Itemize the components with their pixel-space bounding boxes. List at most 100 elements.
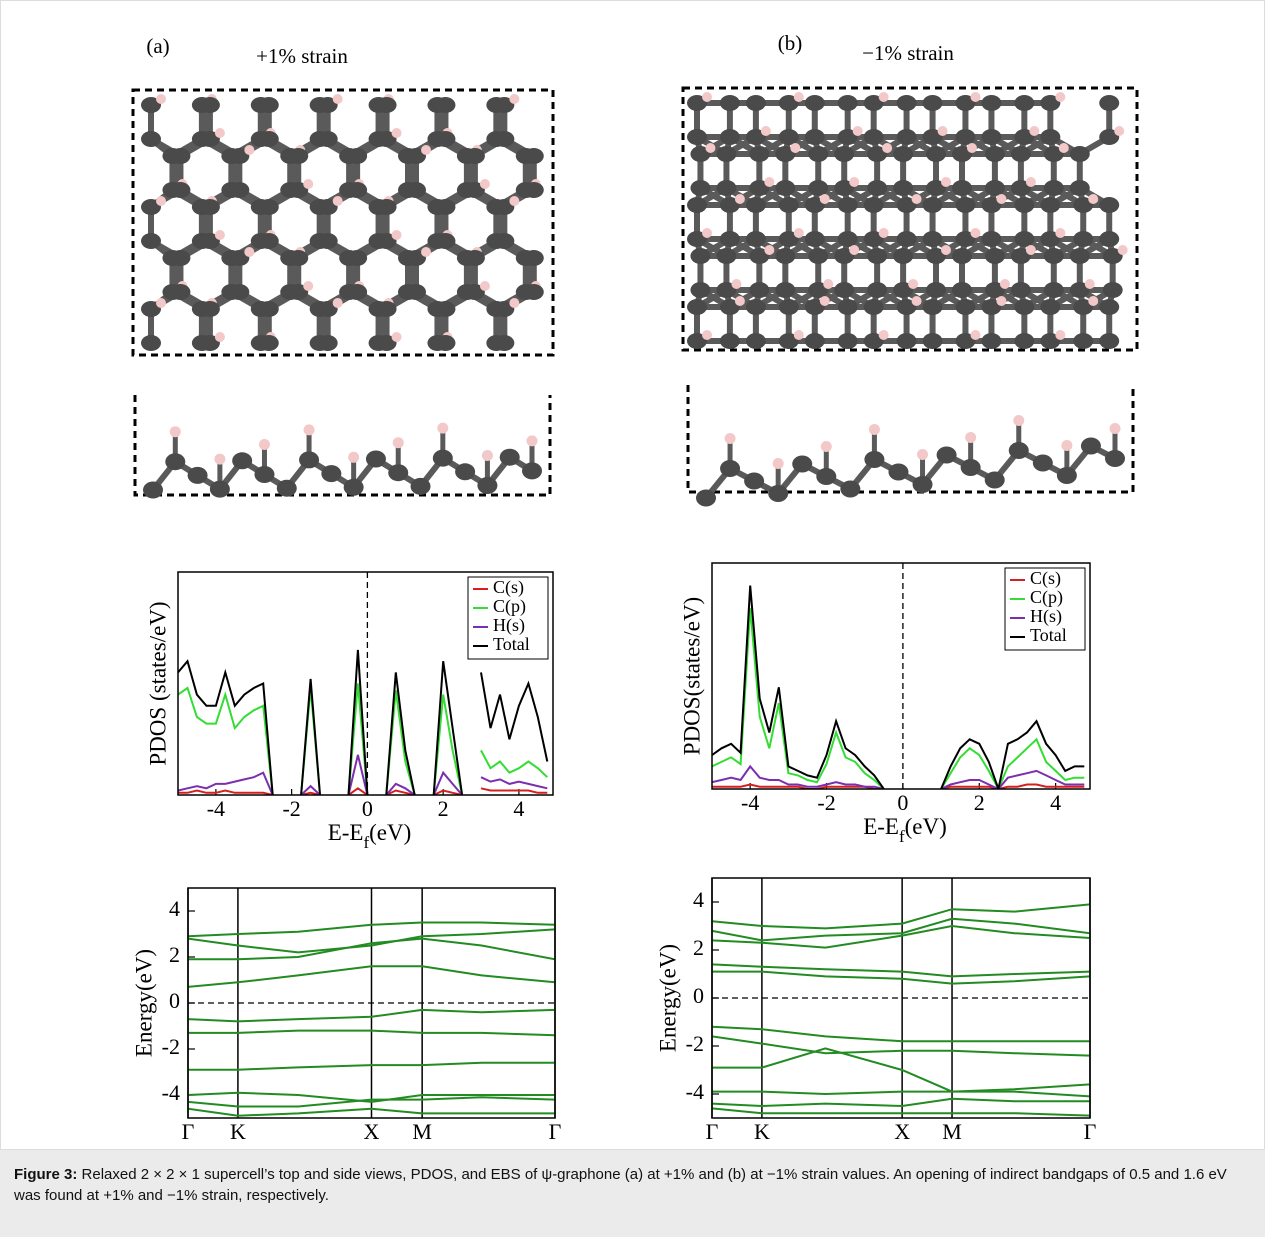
carbon-atom [258,301,279,317]
carbon-atom [1043,248,1064,264]
carbon-atom [170,148,191,164]
hydrogen-atom [760,126,771,136]
molecule-side-view [143,422,542,499]
x-tick-label: -2 [817,790,835,815]
carbon-atom [229,284,250,300]
carbon-atom [768,485,789,502]
carbon-atom [455,463,476,481]
carbon-atom [1040,129,1061,145]
legend-label: C(s) [493,577,524,598]
carbon-atom [1080,437,1101,455]
carbon-atom [494,131,515,147]
carbon-atom [406,250,427,266]
carbon-atom [719,95,740,111]
hydrogen-atom [731,279,742,289]
y-axis-label: Energy(eV) [131,949,156,1057]
series-line [188,1029,555,1037]
carbon-atom [808,248,829,264]
carbon-atom [690,146,711,162]
carbon-atom [896,333,917,349]
carbon-atom [834,282,855,298]
series-line [712,903,1090,930]
carbon-atom [1040,197,1061,213]
carbon-atom [1069,146,1090,162]
carbon-atom [1102,248,1123,264]
hydrogen-atom [1025,245,1036,255]
caption-label: Figure 3: [14,1166,78,1183]
carbon-atom [1073,299,1094,315]
carbon-atom [229,250,250,266]
hydrogen-atom [793,92,804,102]
carbon-atom [863,129,884,145]
carbon-atom [981,197,1002,213]
carbon-atom [922,95,943,111]
hydrogen-atom [214,453,226,465]
carbon-atom [816,468,837,485]
hydrogen-atom [509,196,520,206]
carbon-atom [984,248,1005,264]
y-tick-label: -4 [686,1079,704,1104]
hydrogen-atom [244,247,255,257]
carbon-atom [288,284,309,300]
carbon-atom [837,129,858,145]
panel-label: (b) [778,31,803,55]
carbon-atom [187,466,208,484]
carbon-atom [288,182,309,198]
hydrogen-atom [1058,143,1069,153]
carbon-atom [143,481,163,499]
hydrogen-atom [823,279,834,289]
series-line [712,1097,1090,1108]
carbon-atom [435,301,456,317]
hydrogen-atom [970,92,981,102]
x-tick-label: X [364,1119,380,1144]
carbon-atom [778,129,799,145]
carbon-atom [745,333,766,349]
x-tick-label: M [412,1119,432,1144]
carbon-atom [896,231,917,247]
carbon-atom [716,146,737,162]
x-tick-label: Γ [182,1119,195,1144]
x-tick-label: -4 [741,790,759,815]
carbon-atom [1010,180,1031,196]
hydrogen-atom [437,422,449,434]
hydrogen-atom [702,330,712,340]
y-axis-label: PDOS(states/eV) [679,597,704,755]
hydrogen-atom [724,433,736,444]
carbon-atom [984,180,1005,196]
hydrogen-atom [790,143,801,153]
hydrogen-atom [764,245,775,255]
carbon-atom [749,282,770,298]
series-line [712,608,1085,789]
hydrogen-atom [702,92,712,102]
carbon-atom [936,446,957,464]
carbon-atom [199,199,220,215]
carbon-atom [896,299,917,315]
carbon-atom [1073,231,1094,247]
series-line [712,1025,1090,1043]
carbon-atom [410,477,431,495]
carbon-atom [960,459,981,476]
x-tick-label: 2 [438,796,449,821]
carbon-atom [141,131,162,147]
hydrogen-atom [908,279,919,289]
hydrogen-atom [772,458,784,469]
hydrogen-atom [1084,279,1095,289]
carbon-atom [778,95,799,111]
panel-title: +1% strain [256,44,348,68]
x-axis-label-part: f [899,827,905,846]
hydrogen-atom [421,145,432,155]
carbon-atom [1032,454,1053,472]
carbon-atom [804,129,825,145]
carbon-atom [955,197,976,213]
carbon-atom [317,233,338,249]
hydrogen-atom [156,196,167,206]
carbon-atom [687,231,707,247]
carbon-atom [232,452,253,470]
y-tick-label: 4 [169,896,180,921]
carbon-atom [745,129,766,145]
hydrogen-atom [348,451,360,463]
x-tick-label: -4 [207,796,225,821]
carbon-atom [719,129,740,145]
carbon-atom [1099,333,1120,349]
carbon-atom [719,333,740,349]
